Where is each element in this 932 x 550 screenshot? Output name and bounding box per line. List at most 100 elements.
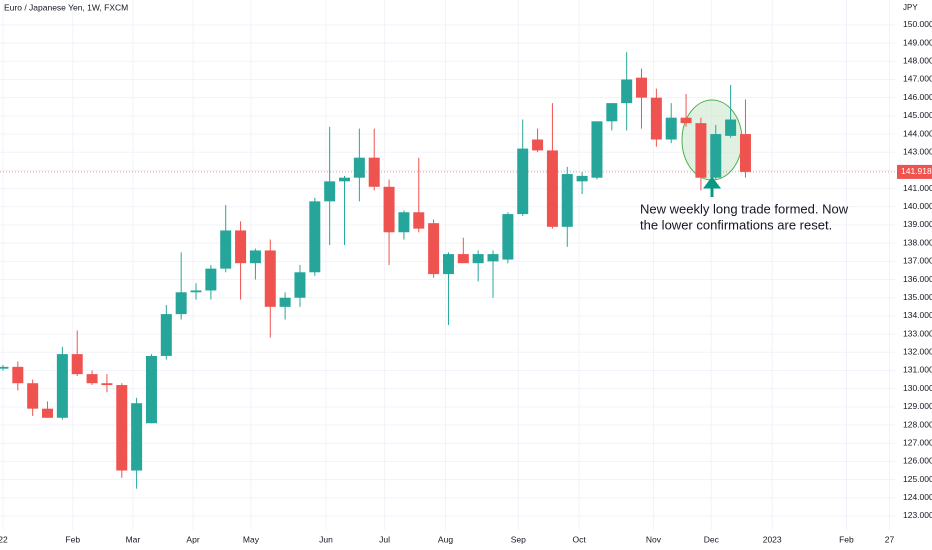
x-tick-label: Nov <box>646 534 662 544</box>
y-tick-label: 124.000 <box>903 492 932 502</box>
candle-body <box>606 103 618 122</box>
candle-body <box>517 148 529 215</box>
candle-body <box>680 117 692 124</box>
candle-body <box>383 186 395 233</box>
y-tick-label: 143.000 <box>903 146 932 156</box>
y-tick-label: 129.000 <box>903 401 932 411</box>
arrow <box>703 176 721 197</box>
candle-body <box>368 157 380 187</box>
y-tick-label: 126.000 <box>903 456 932 466</box>
y-tick-label: 138.000 <box>903 237 932 247</box>
candle-body <box>739 134 751 172</box>
candle-body <box>116 385 128 471</box>
candle-body <box>428 223 440 275</box>
candle-body <box>636 77 648 98</box>
y-tick-label: 130.000 <box>903 383 932 393</box>
candle-body <box>71 354 83 375</box>
candle-body <box>324 181 336 202</box>
y-tick-label: 150.000 <box>903 19 932 29</box>
candle-body <box>294 272 306 298</box>
candle-body <box>56 354 68 418</box>
candle-body <box>398 212 410 233</box>
candle-body <box>235 230 247 264</box>
y-tick-label: 125.000 <box>903 474 932 484</box>
candle-body <box>27 383 39 409</box>
x-tick-label: Feb <box>65 534 80 544</box>
y-tick-label: 132.000 <box>903 347 932 357</box>
candle-body <box>42 408 54 418</box>
candle-body <box>205 268 217 291</box>
candle-body <box>576 175 588 182</box>
y-tick-label: 134.000 <box>903 310 932 320</box>
y-tick-label: 133.000 <box>903 328 932 338</box>
y-tick-label: 149.000 <box>903 37 932 47</box>
candle-body <box>12 366 24 384</box>
x-tick-label: Apr <box>186 534 199 544</box>
y-tick-label: 135.000 <box>903 292 932 302</box>
candle-body <box>472 254 484 264</box>
candle-body <box>442 254 454 275</box>
chart-title: Euro / Japanese Yen, 1W, FXCM <box>4 2 128 12</box>
candle-body <box>561 174 573 227</box>
annotation: the lower confirmations are reset. <box>640 217 832 232</box>
y-tick-label: 127.000 <box>903 437 932 447</box>
candle-body <box>725 119 737 136</box>
candle-body <box>220 230 232 269</box>
x-tick-label: Oct <box>573 534 587 544</box>
candle-body <box>695 123 707 178</box>
candle-body <box>131 403 143 471</box>
x-tick-label: 22 <box>0 534 8 544</box>
candle-body <box>487 254 499 262</box>
candle-body <box>309 201 321 273</box>
y-tick-label: 141.000 <box>903 183 932 193</box>
y-tick-label: 145.000 <box>903 110 932 120</box>
candle-body <box>457 254 469 264</box>
y-tick-label: 131.000 <box>903 365 932 375</box>
candle-body <box>591 121 603 178</box>
y-tick-label: 144.000 <box>903 128 932 138</box>
candle-body <box>502 214 514 260</box>
candle-body <box>0 366 9 369</box>
y-tick-label: 148.000 <box>903 56 932 66</box>
candle-body <box>190 290 202 293</box>
y-tick-label: 137.000 <box>903 256 932 266</box>
x-tick-label: May <box>243 534 260 544</box>
candle-body <box>101 383 113 386</box>
candle-body <box>621 79 633 104</box>
x-tick-label: Jun <box>319 534 333 544</box>
x-tick-label: Sep <box>511 534 526 544</box>
y-tick-label: 140.000 <box>903 201 932 211</box>
candle-body <box>353 157 365 178</box>
candle-body <box>413 212 425 229</box>
candle-body <box>264 250 276 307</box>
candle-body <box>710 134 722 178</box>
y-axis-label: JPY <box>903 3 918 12</box>
candle-body <box>249 250 261 264</box>
x-tick-label: Mar <box>126 534 141 544</box>
y-tick-label: 147.000 <box>903 74 932 84</box>
x-tick-label: Feb <box>839 534 854 544</box>
candle-body <box>160 314 172 356</box>
candle-body <box>175 292 187 315</box>
x-tick-label: Jul <box>379 534 390 544</box>
last-price-box <box>897 164 932 179</box>
candle-body <box>532 139 544 151</box>
candle-body <box>546 150 558 227</box>
y-tick-label: 139.000 <box>903 219 932 229</box>
y-tick-label: 136.000 <box>903 274 932 284</box>
candle-body <box>339 177 351 182</box>
y-tick-label: 123.000 <box>903 510 932 520</box>
candle-body <box>279 297 291 307</box>
y-tick-label: 146.000 <box>903 92 932 102</box>
x-tick-label: 2023 <box>763 534 782 544</box>
axes-layer: 123.000 124.000 125.000 126.000 127.000 128.0… <box>0 19 932 544</box>
x-tick-label: 27 <box>885 534 895 544</box>
candle-body <box>145 355 157 424</box>
annotation: New weekly long trade formed. Now <box>640 201 849 216</box>
y-tick-label: 128.000 <box>903 419 932 429</box>
last-price-label: 141.918 <box>901 166 932 176</box>
candle-body <box>665 117 677 140</box>
candle-body <box>650 97 662 140</box>
